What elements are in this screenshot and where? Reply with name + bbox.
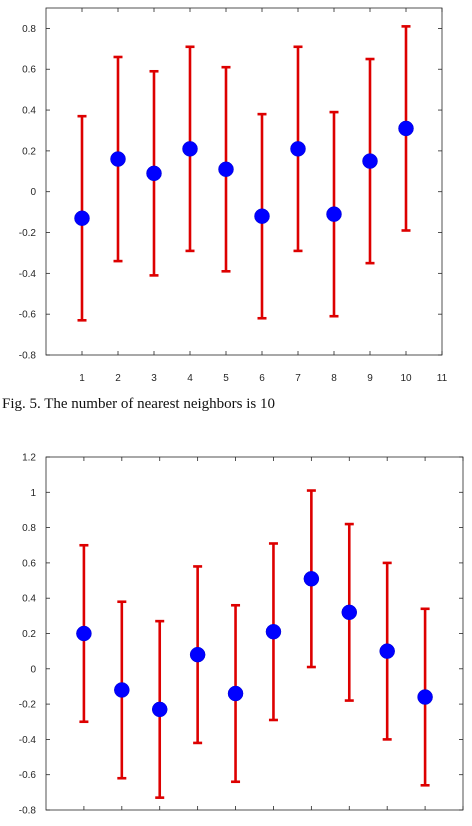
x-tick-label: 11: [437, 373, 448, 384]
y-tick-label: 1: [30, 488, 36, 499]
data-point: [189, 646, 206, 663]
x-tick-label: 2: [115, 373, 121, 384]
data-point: [341, 604, 358, 621]
y-tick-label: -0.6: [19, 310, 37, 321]
data-point: [227, 685, 244, 702]
data-point: [182, 141, 198, 157]
y-tick-label: 0.6: [22, 65, 36, 76]
data-point: [417, 689, 433, 705]
data-point: [290, 141, 306, 157]
x-tick-label: 8: [331, 373, 337, 384]
x-tick-label: 3: [151, 373, 157, 384]
data-point: [326, 206, 342, 222]
y-tick-label: 0: [30, 664, 36, 675]
x-tick-label: 4: [187, 373, 193, 384]
plot-area: [45, 7, 443, 356]
y-tick-label: -0.6: [19, 770, 37, 781]
data-point: [398, 120, 414, 137]
y-tick-label: 1.2: [22, 453, 36, 464]
plot-area: [45, 456, 464, 811]
y-tick-label: -0.4: [19, 269, 37, 280]
x-tick-label: 10: [400, 373, 412, 384]
y-tick-label: -0.8: [19, 351, 37, 362]
x-tick-label: 9: [367, 373, 373, 384]
data-point: [303, 571, 320, 587]
y-tick-label: 0.4: [22, 106, 36, 117]
data-point: [254, 208, 270, 224]
data-point: [76, 625, 92, 642]
x-tick-label: 1: [79, 373, 85, 384]
y-tick-label: 0: [30, 187, 36, 198]
x-tick-label: 7: [295, 373, 301, 384]
chart-2: -0.8 -0.6 -0.4 -0.2 0 0.2 0.4 0.6 0.8 1 1.2: [19, 453, 464, 817]
data-point: [114, 682, 130, 698]
x-tick-label: 5: [223, 373, 229, 384]
y-tick-label: 0.6: [22, 558, 36, 569]
data-point: [379, 643, 395, 659]
data-point: [362, 153, 378, 169]
data-point: [151, 701, 168, 718]
y-tick-label: 0.2: [22, 629, 36, 640]
y-tick-label: 0.8: [22, 24, 36, 35]
y-tick-label: -0.2: [19, 228, 37, 239]
y-tick-label: -0.2: [19, 700, 37, 711]
data-point: [146, 165, 162, 182]
data-point: [74, 210, 90, 226]
data-point: [110, 151, 126, 167]
chart-1: -0.8 -0.6 -0.4 -0.2 0 0.2 0.4 0.6 0.8 1 2 3 4 5 6 7 8 9 10…: [19, 7, 448, 384]
data-point: [218, 161, 234, 178]
data-point: [265, 623, 282, 640]
y-tick-label: -0.8: [19, 806, 37, 817]
y-tick-label: 0.2: [22, 146, 36, 157]
y-tick-label: 0.8: [22, 523, 36, 534]
figure-caption: Fig. 5. The number of nearest neighbors …: [2, 396, 276, 412]
x-tick-label: 6: [259, 373, 265, 384]
y-tick-label: -0.4: [19, 735, 37, 746]
y-tick-label: 0.4: [22, 594, 36, 605]
